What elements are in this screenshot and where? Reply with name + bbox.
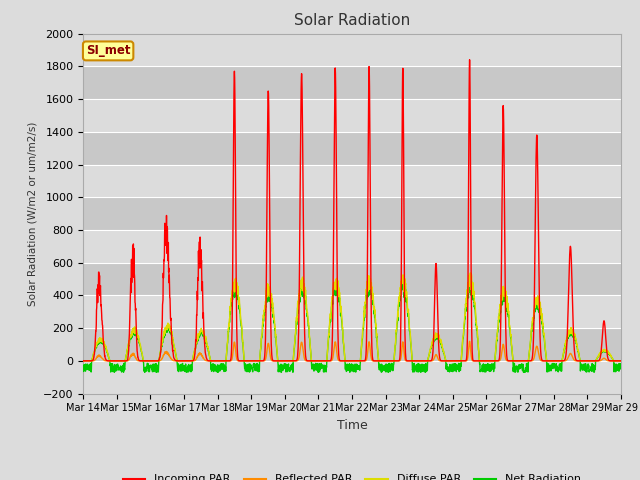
Bar <box>83 132 621 165</box>
Title: Solar Radiation: Solar Radiation <box>294 13 410 28</box>
Bar <box>83 295 621 328</box>
Y-axis label: Solar Radiation (W/m2 or um/m2/s): Solar Radiation (W/m2 or um/m2/s) <box>28 121 37 306</box>
Bar <box>83 328 621 361</box>
Bar <box>83 34 621 66</box>
Text: SI_met: SI_met <box>86 44 131 58</box>
Bar <box>83 361 621 394</box>
X-axis label: Time: Time <box>337 419 367 432</box>
Bar <box>83 165 621 197</box>
Bar <box>83 230 621 263</box>
Bar <box>83 263 621 295</box>
Bar <box>83 99 621 132</box>
Legend: Incoming PAR, Reflected PAR, Diffuse PAR, Net Radiation: Incoming PAR, Reflected PAR, Diffuse PAR… <box>118 470 586 480</box>
Bar <box>83 66 621 99</box>
Bar <box>83 197 621 230</box>
